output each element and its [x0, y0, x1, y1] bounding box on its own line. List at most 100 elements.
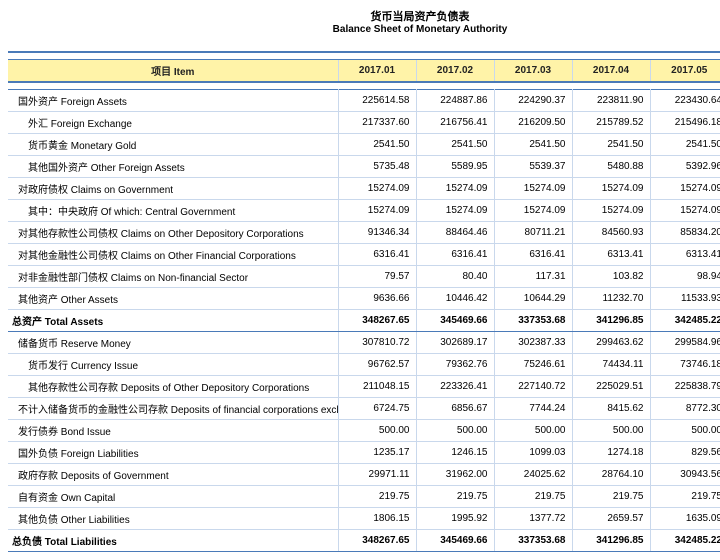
table-row: 其他存款性公司存款 Deposits of Other Depository C… [8, 376, 720, 398]
row-label: 货币发行 Currency Issue [8, 354, 338, 376]
cell-value: 6316.41 [494, 244, 572, 266]
cell-value: 15274.09 [338, 178, 416, 200]
cell-value: 80711.21 [494, 222, 572, 244]
row-label: 国外负债 Foreign Liabilities [8, 442, 338, 464]
table-row: 其他国外资产 Other Foreign Assets5735.485589.9… [8, 156, 720, 178]
cell-value: 15274.09 [572, 178, 650, 200]
row-label: 其中：中央政府 Of which: Central Government [8, 200, 338, 222]
cell-value: 341296.85 [572, 530, 650, 552]
cell-value: 6313.41 [650, 244, 720, 266]
row-label: 不计入储备货币的金融性公司存款 Deposits of financial co… [8, 398, 338, 420]
cell-value: 84560.93 [572, 222, 650, 244]
cell-value: 15274.09 [338, 200, 416, 222]
row-label: 自有资金 Own Capital [8, 486, 338, 508]
cell-value: 337353.68 [494, 310, 572, 332]
cell-value: 29971.11 [338, 464, 416, 486]
table-row: 其中：中央政府 Of which: Central Government1527… [8, 200, 720, 222]
cell-value: 5392.96 [650, 156, 720, 178]
cell-value: 117.31 [494, 266, 572, 288]
cell-value: 500.00 [650, 420, 720, 442]
cell-value: 28764.10 [572, 464, 650, 486]
cell-value: 24025.62 [494, 464, 572, 486]
cell-value: 1235.17 [338, 442, 416, 464]
row-label: 国外资产 Foreign Assets [8, 90, 338, 112]
cell-value: 31962.00 [416, 464, 494, 486]
cell-value: 75246.61 [494, 354, 572, 376]
cell-value: 348267.65 [338, 530, 416, 552]
table-row: 对其他存款性公司债权 Claims on Other Depository Co… [8, 222, 720, 244]
row-label: 政府存款 Deposits of Government [8, 464, 338, 486]
cell-value: 219.75 [650, 486, 720, 508]
cell-value: 342485.22 [650, 310, 720, 332]
cell-value: 15274.09 [494, 200, 572, 222]
cell-value: 5589.95 [416, 156, 494, 178]
table-row: 货币黄金 Monetary Gold2541.502541.502541.502… [8, 134, 720, 156]
cell-value: 80.40 [416, 266, 494, 288]
cell-value: 2541.50 [416, 134, 494, 156]
table-row: 自有资金 Own Capital219.75219.75219.75219.75… [8, 486, 720, 508]
header-item: 项目 Item [8, 60, 338, 83]
cell-value: 2541.50 [338, 134, 416, 156]
row-label: 货币黄金 Monetary Gold [8, 134, 338, 156]
cell-value: 348267.65 [338, 310, 416, 332]
table-row: 发行债券 Bond Issue500.00500.00500.00500.005… [8, 420, 720, 442]
row-label: 总资产 Total Assets [8, 310, 338, 332]
row-label: 对政府债权 Claims on Government [8, 178, 338, 200]
cell-value: 74434.11 [572, 354, 650, 376]
table-row: 总资产 Total Assets348267.65345469.66337353… [8, 310, 720, 332]
cell-value: 223326.41 [416, 376, 494, 398]
table-row: 国外负债 Foreign Liabilities1235.171246.1510… [8, 442, 720, 464]
cell-value: 1274.18 [572, 442, 650, 464]
cell-value: 79362.76 [416, 354, 494, 376]
row-label: 对其他存款性公司债权 Claims on Other Depository Co… [8, 222, 338, 244]
row-label: 发行债券 Bond Issue [8, 420, 338, 442]
cell-value: 8415.62 [572, 398, 650, 420]
table-row: 对其他金融性公司债权 Claims on Other Financial Cor… [8, 244, 720, 266]
cell-value: 219.75 [416, 486, 494, 508]
cell-value: 337353.68 [494, 530, 572, 552]
cell-value: 6724.75 [338, 398, 416, 420]
header-col: 2017.05 [650, 60, 720, 83]
table-row: 其他资产 Other Assets9636.6610446.4210644.29… [8, 288, 720, 310]
table-row: 总负债 Total Liabilities348267.65345469.663… [8, 530, 720, 552]
row-label: 外汇 Foreign Exchange [8, 112, 338, 134]
cell-value: 223811.90 [572, 90, 650, 112]
cell-value: 15274.09 [416, 178, 494, 200]
cell-value: 225029.51 [572, 376, 650, 398]
cell-value: 307810.72 [338, 332, 416, 354]
cell-value: 91346.34 [338, 222, 416, 244]
cell-value: 1377.72 [494, 508, 572, 530]
row-label: 其他负债 Other Liabilities [8, 508, 338, 530]
cell-value: 345469.66 [416, 530, 494, 552]
cell-value: 225614.58 [338, 90, 416, 112]
cell-value: 6313.41 [572, 244, 650, 266]
table-row: 货币发行 Currency Issue96762.5779362.7675246… [8, 354, 720, 376]
cell-value: 1246.15 [416, 442, 494, 464]
table-row: 对政府债权 Claims on Government15274.0915274.… [8, 178, 720, 200]
cell-value: 345469.66 [416, 310, 494, 332]
cell-value: 211048.15 [338, 376, 416, 398]
cell-value: 299584.96 [650, 332, 720, 354]
cell-value: 10644.29 [494, 288, 572, 310]
cell-value: 30943.56 [650, 464, 720, 486]
cell-value: 829.56 [650, 442, 720, 464]
header-col: 2017.01 [338, 60, 416, 83]
cell-value: 1995.92 [416, 508, 494, 530]
row-label: 对非金融性部门债权 Claims on Non-financial Sector [8, 266, 338, 288]
cell-value: 79.57 [338, 266, 416, 288]
row-label: 总负债 Total Liabilities [8, 530, 338, 552]
cell-value: 2541.50 [650, 134, 720, 156]
header-row: 项目 Item 2017.01 2017.02 2017.03 2017.04 … [8, 60, 720, 83]
row-label: 其他存款性公司存款 Deposits of Other Depository C… [8, 376, 338, 398]
title-block: 货币当局资产负债表 Balance Sheet of Monetary Auth… [128, 8, 712, 35]
cell-value: 224887.86 [416, 90, 494, 112]
cell-value: 15274.09 [572, 200, 650, 222]
cell-value: 5539.37 [494, 156, 572, 178]
cell-value: 225838.79 [650, 376, 720, 398]
cell-value: 98.94 [650, 266, 720, 288]
balance-sheet-table: 项目 Item 2017.01 2017.02 2017.03 2017.04 … [8, 51, 720, 552]
cell-value: 2541.50 [572, 134, 650, 156]
row-label: 对其他金融性公司债权 Claims on Other Financial Cor… [8, 244, 338, 266]
cell-value: 2541.50 [494, 134, 572, 156]
cell-value: 6316.41 [416, 244, 494, 266]
